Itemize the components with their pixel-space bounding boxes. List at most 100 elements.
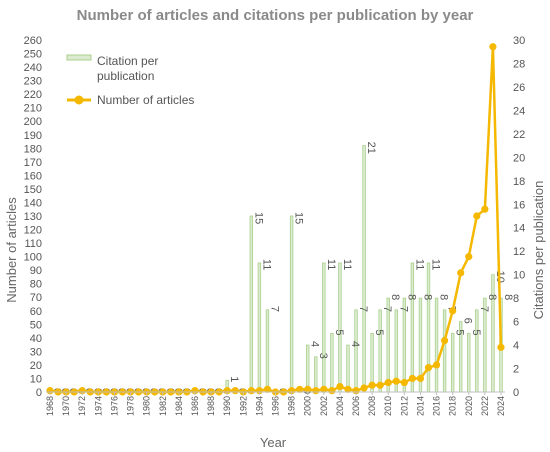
x-tick-label: 1990 [222,396,232,416]
point-articles-2005 [344,385,352,393]
x-tick-label: 1998 [287,396,297,416]
data-label-citations-2020: 5 [470,329,482,335]
y-tick-label: 20 [30,360,42,372]
data-label-citations-1993: 15 [252,212,264,224]
data-label-citations-2006: 7 [357,306,369,312]
y-tick-label: 220 [24,89,42,101]
x-tick-label: 1982 [158,396,168,416]
y2-tick-label: 28 [513,58,525,70]
point-articles-2011 [392,377,400,385]
bar-citations-2020 [467,332,471,393]
point-articles-2019 [457,269,465,277]
point-articles-2002 [320,385,328,393]
bar-citations-2001 [314,356,318,393]
point-articles-2022 [481,205,489,213]
point-articles-1999 [296,385,304,393]
y2-tick-label: 24 [513,105,525,117]
x-tick-label: 1994 [254,396,264,416]
data-label-citations-2002: 11 [325,259,337,270]
legend-marker-articles [74,95,84,105]
bar-citations-2015 [426,262,431,393]
data-label-citations-1998: 15 [293,212,305,224]
bar-citations-1998 [289,215,294,393]
bar-citations-2022 [483,297,487,393]
y2-tick-label: 10 [513,270,525,282]
x-axis-title: Year [260,435,287,450]
point-articles-2016 [432,361,441,369]
x-tick-label: 1992 [238,396,248,416]
x-tick-label: 1970 [61,396,71,416]
bar-citations-1993 [249,215,254,393]
y2-tick-label: 14 [513,223,525,235]
bar-citations-2013 [410,262,415,393]
data-label-citations-1995: 7 [268,306,280,312]
y-tick-label: 230 [24,76,42,88]
x-tick-label: 2016 [432,396,442,416]
bar-citations-2003 [330,332,334,393]
y-tick-label: 100 [24,252,42,264]
y-tick-label: 240 [24,62,42,74]
y-tick-label: 110 [24,238,42,250]
data-label-citations-2014: 8 [421,294,433,300]
data-label-citations-2003: 5 [333,329,345,335]
x-tick-label: 2008 [367,396,377,416]
x-tick-label: 2000 [303,396,313,416]
data-label-citations-2001: 3 [317,353,329,359]
data-label-citations-2005: 4 [349,341,361,347]
point-articles-2018 [449,307,457,315]
x-tick-label: 1984 [174,396,184,416]
legend-label-citations-line2: publication [97,69,154,83]
y2-tick-label: 16 [513,199,525,211]
point-articles-2010 [384,378,392,387]
x-tick-label: 1976 [109,396,119,416]
y2-tick-label: 0 [513,387,519,399]
data-label-citations-2015: 11 [430,259,442,270]
bar-citations-2007 [362,145,366,393]
y-tick-label: 80 [30,279,42,291]
point-articles-2015 [424,364,433,372]
bar-citations-2017 [442,309,447,393]
x-tick-label: 1988 [206,396,216,416]
point-articles-2012 [400,378,408,387]
point-articles-2007 [360,384,368,392]
x-tick-label: 1978 [126,396,136,416]
y-tick-label: 60 [30,306,42,318]
y-tick-label: 170 [24,157,42,169]
x-tick-label: 2002 [319,396,329,416]
bar-citations-2002 [322,262,326,393]
x-tick-label: 2006 [351,396,361,416]
bar-citations-2021 [475,309,479,393]
y-tick-label: 190 [24,130,42,142]
point-articles-2000 [304,385,312,393]
axes: 0102030405060708090100110120130140150160… [24,35,526,416]
legend-label-citations: Citation per [97,54,158,68]
data-label-citations-2016: 8 [438,294,450,300]
y2-tick-label: 30 [513,35,525,47]
bar-citations-2006 [354,309,358,393]
bar-citations-2005 [346,344,350,393]
legend-label-articles: Number of articles [97,93,194,107]
x-tick-label: 2010 [383,396,393,416]
point-articles-2024 [497,343,505,351]
point-articles-2008 [368,381,376,389]
point-articles-1995 [263,385,272,393]
x-tick-label: 2004 [335,396,345,416]
y2-tick-label: 18 [513,176,525,188]
bars [225,145,503,393]
y-tick-label: 130 [24,211,42,223]
y-tick-label: 120 [24,225,42,237]
y-tick-label: 140 [24,197,42,209]
y2-tick-label: 4 [513,340,519,352]
y-axis-title: Number of articles [4,197,19,303]
x-tick-label: 2012 [399,396,409,416]
y-tick-label: 210 [24,103,42,115]
point-articles-2014 [416,374,425,383]
y2-axis-title: Citations per publication [531,181,546,320]
bar-citations-2012 [402,297,407,393]
bar-citations-2009 [378,309,382,393]
bar-citations-2018 [450,332,455,393]
legend: Citation per publication Number of artic… [66,54,194,107]
data-label-citations-2008: 5 [373,329,385,335]
x-tick-label: 1980 [142,396,152,416]
